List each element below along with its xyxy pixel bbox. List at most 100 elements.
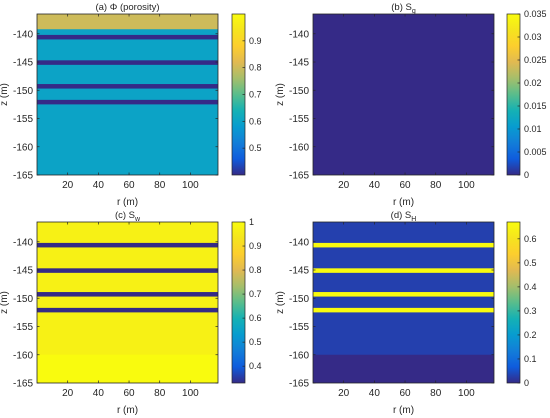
x-tick-label: 80	[430, 180, 442, 191]
colorbar-tick-label: 1	[249, 217, 254, 227]
heatmap-band	[37, 84, 218, 89]
colorbar-tick-label: 0.9	[249, 36, 262, 46]
chart-title: (d) SH	[391, 210, 417, 223]
colorbar-tick-label: 0.4	[524, 282, 537, 292]
colorbar	[232, 14, 245, 175]
colorbar-tick-label: 0	[524, 378, 529, 388]
colorbar-tick-label: 0.8	[249, 265, 262, 275]
x-tick-label: 20	[62, 388, 74, 399]
colorbar-tick-label: 0.4	[249, 361, 262, 371]
y-tick-label: -160	[289, 350, 309, 361]
chart-panel-2: 20 40 60 80 100 -140 -145 -150 -155 -160 -165 r (m)…	[275, 2, 547, 208]
axes-box	[312, 13, 495, 176]
colorbar-tick-label: 0.005	[524, 147, 547, 157]
x-tick-label: 100	[458, 180, 475, 191]
y-tick-label: -145	[289, 266, 309, 277]
colorbar-tick-label: 0.02	[524, 78, 542, 88]
x-axis-label: r (m)	[393, 197, 414, 208]
x-axis-label: r (m)	[117, 197, 138, 208]
heatmap-band	[37, 34, 218, 40]
colorbar-tick-label: 0.3	[524, 306, 537, 316]
colorbar-tick-label: 0.01	[524, 124, 542, 134]
heatmap-band	[37, 60, 218, 65]
y-tick-label: -165	[289, 171, 309, 182]
y-tick-label: -150	[13, 86, 33, 97]
x-tick-label: 20	[338, 388, 350, 399]
heatmap-band	[37, 268, 218, 273]
x-tick-label: 40	[369, 180, 381, 191]
y-tick-label: -140	[13, 29, 33, 40]
x-axis-label: r (m)	[393, 405, 414, 416]
colorbar-tick-label: 0.2	[524, 330, 537, 340]
colorbar-tick-label: 0.025	[524, 55, 547, 65]
x-tick-label: 20	[338, 180, 350, 191]
colorbar-tick-label: 0.015	[524, 101, 547, 111]
chart-title-subscript: g	[412, 8, 416, 15]
y-tick-label: -155	[289, 322, 309, 333]
y-axis-label: z (m)	[275, 291, 286, 314]
heatmap-background	[313, 14, 494, 175]
colorbar-tick-label: 0.6	[524, 234, 537, 244]
chart-title: (b) Sg	[391, 2, 416, 15]
colorbar-tick-label: 0.6	[249, 116, 262, 126]
y-tick-label: -150	[13, 294, 33, 305]
colorbar-tick-label: 0.5	[249, 143, 262, 153]
x-axis-label: r (m)	[117, 405, 138, 416]
heatmap-band	[313, 354, 494, 383]
y-tick-label: -160	[13, 350, 33, 361]
y-tick-label: -145	[13, 58, 33, 69]
heatmap-band	[37, 354, 218, 383]
chart-title: (a) Φ (porosity)	[95, 2, 159, 13]
x-tick-label: 80	[154, 180, 166, 191]
y-tick-label: -155	[13, 322, 33, 333]
y-axis-label: z (m)	[0, 83, 10, 106]
heatmap-background	[37, 14, 218, 175]
x-tick-label: 20	[62, 180, 74, 191]
y-tick-label: -150	[289, 86, 309, 97]
colorbar-frame	[231, 221, 246, 384]
x-tick-label: 100	[182, 180, 199, 191]
colorbar-frame	[506, 13, 521, 176]
y-tick-label: -145	[289, 58, 309, 69]
y-tick-label: -160	[13, 142, 33, 153]
chart-title-subscript: H	[411, 216, 416, 223]
x-tick-label: 40	[369, 388, 381, 399]
chart-title-subscript: w	[134, 216, 141, 223]
heatmap-band	[37, 99, 218, 105]
y-tick-label: -165	[13, 171, 33, 182]
y-tick-label: -165	[13, 379, 33, 390]
x-tick-label: 100	[458, 388, 475, 399]
x-tick-label: 80	[154, 388, 166, 399]
heatmap-band	[37, 292, 218, 297]
axes-box	[312, 221, 495, 384]
axes-box	[36, 221, 219, 384]
colorbar-tick-label: 0	[524, 170, 529, 180]
chart-panel-3: 20 40 60 80 100 -140 -145 -150 -155 -160 -165 r (m)…	[0, 210, 262, 416]
colorbar-tick-label: 0.9	[249, 241, 262, 251]
colorbar	[507, 222, 520, 383]
heatmap-band	[37, 242, 218, 248]
heatmap-band	[37, 14, 218, 30]
heatmap-band	[37, 307, 218, 313]
x-tick-label: 40	[93, 388, 105, 399]
heatmap-band	[313, 307, 494, 313]
x-tick-label: 60	[123, 180, 135, 191]
x-tick-label: 40	[93, 180, 105, 191]
colorbar-tick-label: 0.03	[524, 32, 542, 42]
y-tick-label: -165	[289, 379, 309, 390]
axes-box	[36, 13, 219, 176]
heatmap-band	[313, 242, 494, 248]
y-tick-label: -140	[13, 237, 33, 248]
y-tick-label: -155	[289, 114, 309, 125]
y-tick-label: -140	[289, 237, 309, 248]
colorbar-tick-label: 0.1	[524, 354, 537, 364]
colorbar-tick-label: 0.7	[249, 90, 262, 100]
x-tick-label: 60	[123, 388, 135, 399]
heatmap-band	[313, 268, 494, 273]
colorbar	[232, 222, 245, 383]
x-tick-label: 80	[430, 388, 442, 399]
chart-title: (c) Sw	[115, 210, 141, 223]
y-axis-label: z (m)	[0, 291, 10, 314]
x-tick-label: 60	[399, 180, 411, 191]
